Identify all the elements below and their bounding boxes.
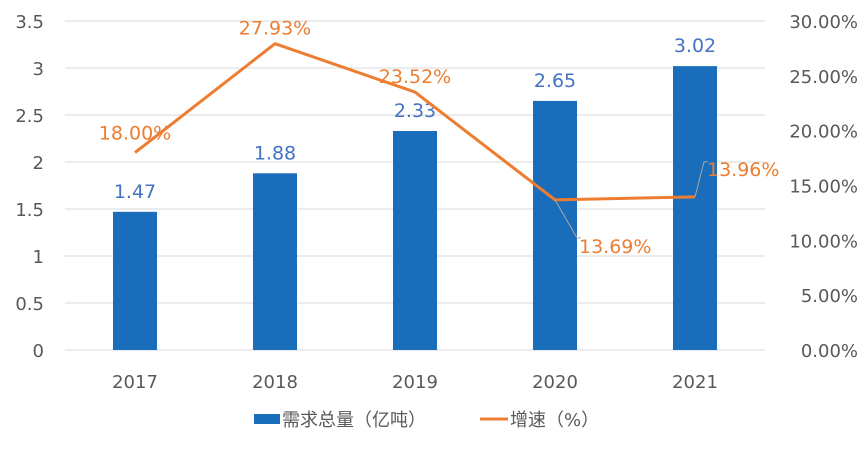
right-tick-label: 10.00% bbox=[789, 231, 858, 252]
right-tick-label: 20.00% bbox=[789, 122, 858, 143]
legend-line-label: 增速（%） bbox=[510, 410, 599, 431]
legend-bar-swatch bbox=[254, 414, 280, 424]
line-data-label: 23.52% bbox=[379, 66, 451, 88]
x-tick-label: 2018 bbox=[252, 372, 298, 393]
bar-data-label: 1.88 bbox=[254, 142, 296, 164]
left-tick-label: 0 bbox=[33, 341, 44, 362]
left-tick-label: 1.5 bbox=[15, 200, 44, 221]
left-tick-label: 1 bbox=[33, 247, 44, 268]
line-data-label: 18.00% bbox=[99, 123, 171, 145]
line-data-label: 13.69% bbox=[579, 236, 651, 258]
x-tick-label: 2021 bbox=[672, 372, 718, 393]
left-tick-label: 2 bbox=[33, 153, 44, 174]
line-data-label: 27.93% bbox=[239, 18, 311, 40]
left-tick-label: 3.5 bbox=[15, 12, 44, 33]
bar-data-label: 2.65 bbox=[534, 70, 576, 92]
right-tick-label: 0.00% bbox=[801, 341, 858, 362]
bar bbox=[253, 173, 297, 350]
leader-line bbox=[694, 161, 708, 198]
x-tick-label: 2019 bbox=[392, 372, 438, 393]
left-tick-label: 0.5 bbox=[15, 294, 44, 315]
right-tick-label: 15.00% bbox=[789, 177, 858, 198]
line-data-label: 13.96% bbox=[707, 159, 779, 181]
right-tick-label: 5.00% bbox=[801, 286, 858, 307]
legend-bar-label: 需求总量（亿吨） bbox=[282, 410, 426, 431]
x-tick-label: 2020 bbox=[532, 372, 578, 393]
left-tick-label: 2.5 bbox=[15, 106, 44, 127]
x-tick-label: 2017 bbox=[112, 372, 158, 393]
bar-data-label: 3.02 bbox=[674, 35, 716, 57]
bar-data-label: 2.33 bbox=[394, 100, 436, 122]
right-tick-label: 25.00% bbox=[789, 67, 858, 88]
leader-line bbox=[554, 199, 581, 239]
bar bbox=[113, 211, 157, 350]
bar bbox=[673, 66, 717, 351]
line-series bbox=[134, 42, 696, 202]
right-tick-label: 30.00% bbox=[789, 12, 858, 33]
bar bbox=[533, 100, 577, 351]
left-tick-label: 3 bbox=[33, 59, 44, 80]
bar bbox=[393, 130, 437, 350]
bar-data-label: 1.47 bbox=[114, 181, 156, 203]
